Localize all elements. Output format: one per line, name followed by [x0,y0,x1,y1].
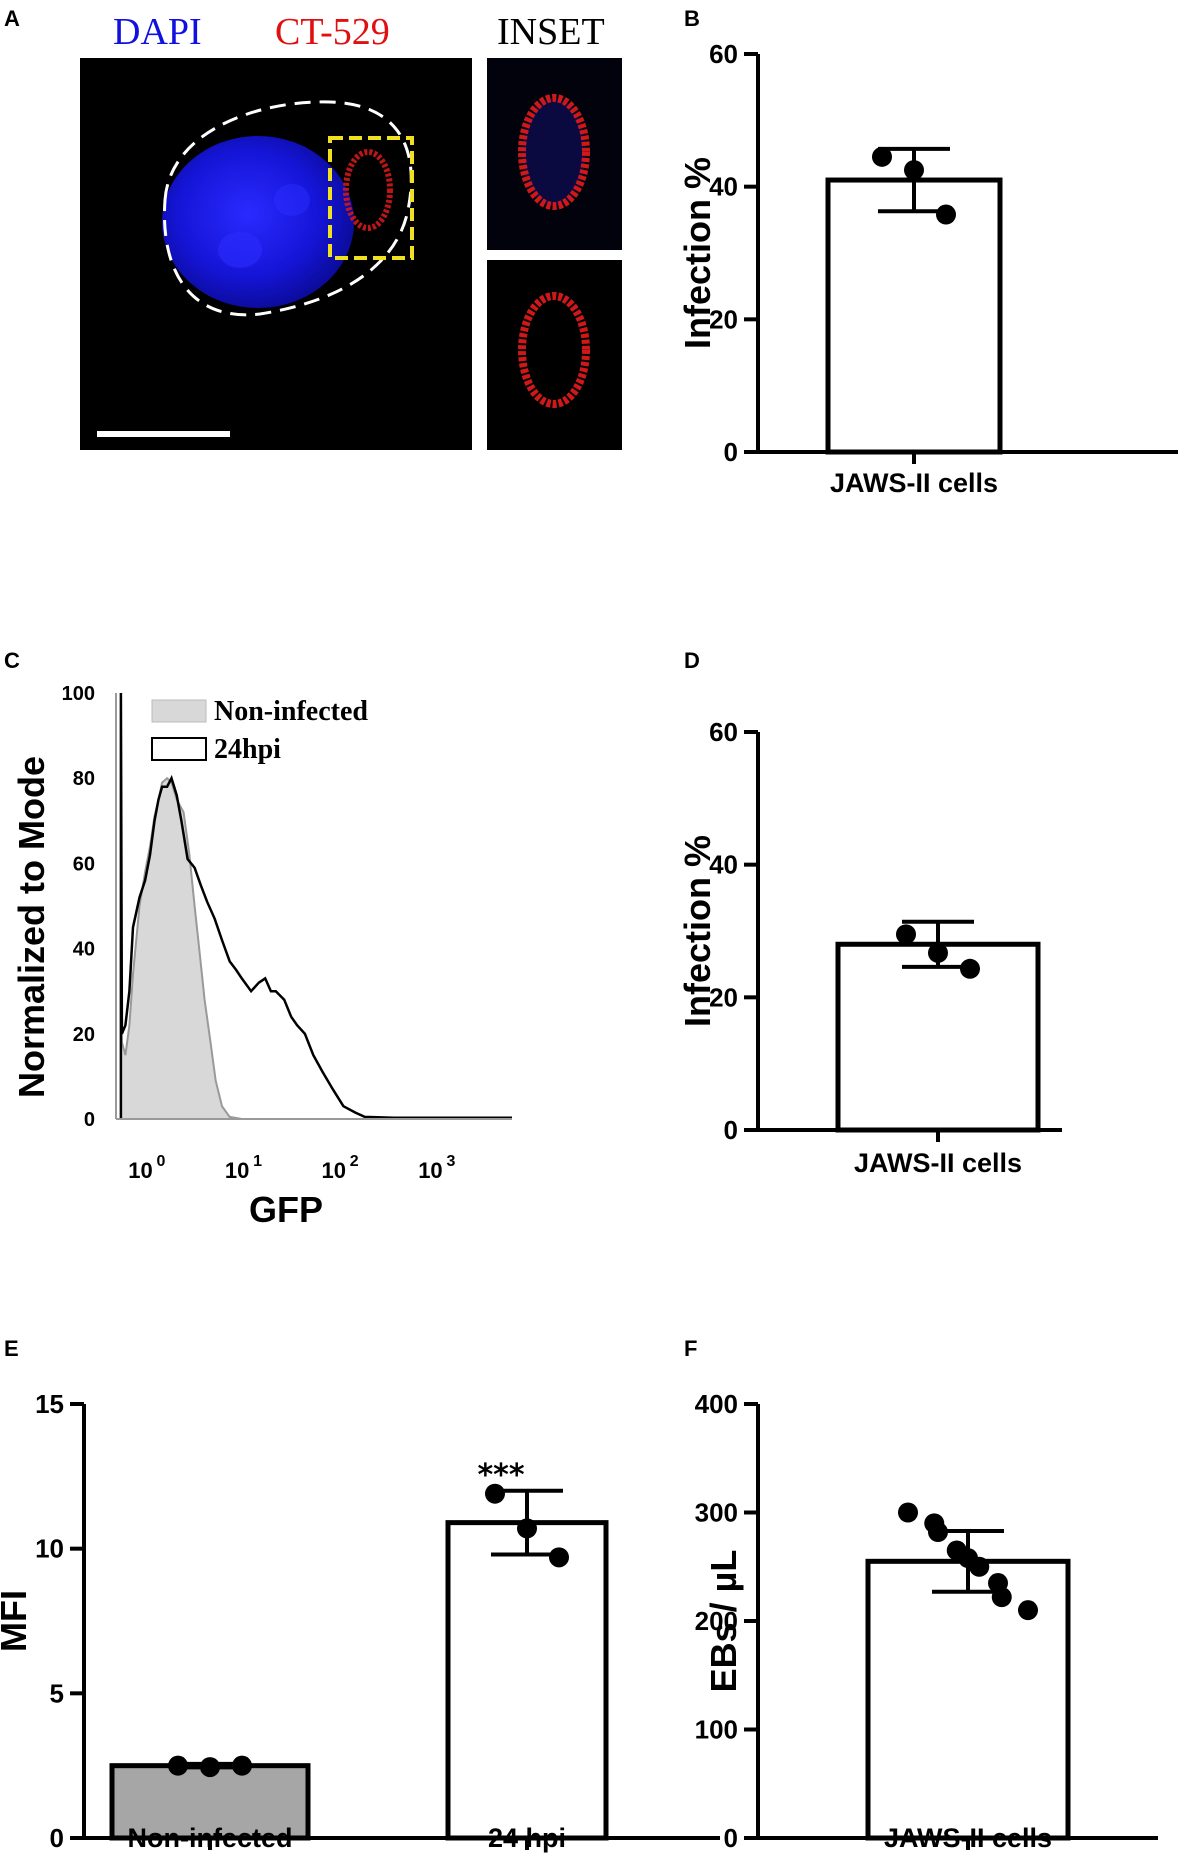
panel-letter-c: C [4,648,20,673]
legend-swatch-24hpi [151,737,207,761]
inset-top [487,58,622,250]
y-tick-label: 40 [709,172,738,202]
data-point [928,942,948,963]
category-label: JAWS-II cells [884,1823,1052,1853]
data-point [936,204,956,225]
data-point [896,924,916,945]
y-tick-label: 15 [35,1389,64,1419]
data-point [991,1587,1012,1608]
category-label: 24 hpi [488,1823,566,1853]
legend-label-24hpi: 24hpi [214,734,281,765]
nucleus [162,136,354,308]
y-axis-label: EBs / µL [703,1550,744,1693]
bar [825,177,1003,455]
chart-f: 0 100 200 300 400 EBs / µL JAWS-II cells [695,1389,1158,1853]
y-tick-label: 100 [62,683,95,705]
y-tick-label: 60 [709,39,738,69]
y-tick-label: 40 [73,939,95,961]
y-axis-label: Infection % [677,157,718,349]
panel-letter-d: D [684,648,700,673]
data-point [898,1502,918,1523]
y-tick-label: 80 [73,768,95,790]
y-tick-label: 0 [724,1823,738,1853]
cell-outline [162,100,413,317]
data-point [517,1518,537,1539]
dapi-label: DAPI [113,11,202,53]
inset-top-ring [518,94,590,210]
inset-label: INSET [497,11,605,53]
bar [865,1558,1071,1841]
data-point [928,1522,948,1543]
data-point [549,1547,569,1568]
data-point [200,1757,220,1778]
inset-top-dapi [522,98,586,206]
y-tick-label: 0 [724,1115,738,1145]
chart-b: 0 20 40 60 Infection % JAWS-II cells [677,39,1178,498]
y-tick-label: 20 [73,1024,95,1046]
chart-d: 0 20 40 60 Infection % JAWS-II cells [677,717,1062,1178]
y-tick-label: 10 [35,1534,64,1564]
y-tick-label: 20 [709,982,738,1012]
y-tick-label: 300 [695,1498,738,1528]
inclusion [343,149,393,231]
data-point [168,1755,188,1776]
category-label: JAWS-II cells [830,468,998,498]
chart-e: 0 5 10 15 MFI Non-infected 24 hpi *** [0,1389,720,1853]
y-tick-label: 100 [695,1715,738,1745]
x-tick-label: 10 [418,1158,442,1183]
y-tick-label: 20 [709,304,738,334]
nucleus-detail [218,232,262,268]
panel-letter-a: A [4,6,20,31]
y-tick-label: 0 [84,1109,95,1131]
legend-swatch-non-infected [151,699,207,723]
category-label: JAWS-II cells [854,1148,1022,1178]
significance-label: *** [477,1458,524,1493]
y-tick-label: 200 [695,1606,738,1636]
legend-label-non-infected: Non-infected [214,696,368,727]
data-point [232,1755,252,1776]
x-tick-exponent: 2 [350,1153,359,1170]
panel-letter-e: E [4,1336,19,1361]
x-tick-exponent: 1 [253,1153,262,1170]
bar [445,1520,609,1841]
data-point [872,146,892,167]
histogram-24hpi [119,692,512,1119]
x-axis-label: GFP [249,1189,323,1230]
category-label: Non-infected [128,1823,293,1853]
y-axis-label: MFI [0,1590,34,1652]
inset-bottom-background [487,260,622,450]
x-tick-label: 10 [128,1158,152,1183]
x-tick-exponent: 3 [446,1153,455,1170]
inset-bottom-ring [518,292,590,408]
y-tick-label: 60 [73,853,95,875]
data-point [904,160,924,181]
y-axis-label: Infection % [677,835,718,1027]
y-tick-label: 0 [50,1823,64,1853]
y-tick-label: 0 [724,437,738,467]
bar [835,941,1041,1133]
data-point [1018,1600,1038,1621]
y-tick-label: 40 [709,850,738,880]
inset-bottom [487,260,622,450]
scale-bar [97,431,230,437]
panel-letter-b: B [684,6,700,31]
data-point [969,1556,990,1577]
y-tick-label: 400 [695,1389,738,1419]
ct529-label: CT-529 [275,11,390,53]
x-tick-exponent: 0 [156,1153,165,1170]
inset-box [328,136,414,260]
y-axis-label: Normalized to Mode [11,756,52,1098]
data-point [960,958,980,979]
panel-letter-f: F [684,1336,697,1361]
x-tick-label: 10 [322,1158,346,1183]
y-tick-label: 60 [709,717,738,747]
main-micrograph [80,58,472,450]
nucleus-detail [274,184,310,216]
x-tick-label: 10 [225,1158,249,1183]
y-tick-label: 5 [50,1678,64,1708]
data-point [485,1483,505,1504]
